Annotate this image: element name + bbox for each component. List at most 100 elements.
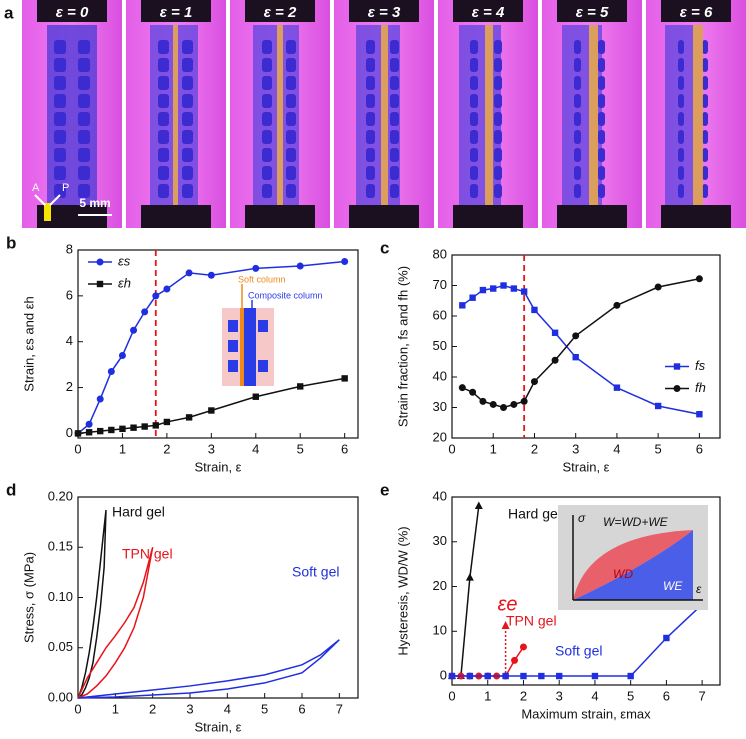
y-tick-label: 0 <box>66 425 73 440</box>
gel-cell <box>574 166 581 180</box>
arrow-label: A <box>32 182 40 194</box>
gel-cell <box>470 166 478 180</box>
point <box>572 332 580 340</box>
arrow-label: P <box>62 182 69 194</box>
chart: d 0.00 0.05 0.10 0.15 0.20 0 1 2 3 4 5 6 7 Strain, ε St… <box>6 480 359 734</box>
plot-frame <box>77 496 359 699</box>
gel-cell <box>366 76 375 90</box>
gel-cell <box>598 184 605 198</box>
inset-we <box>573 530 693 600</box>
x-tick-label: 3 <box>556 688 563 703</box>
gel-cell <box>182 40 193 54</box>
gel-cell <box>262 184 272 198</box>
inset-label: ε <box>696 582 702 596</box>
point <box>108 426 115 434</box>
inset-label: WE <box>663 579 683 593</box>
gel-cell <box>494 40 502 54</box>
gel-cell <box>286 130 296 144</box>
x-tick-label: 4 <box>591 688 598 703</box>
point <box>479 286 487 294</box>
x-tick-label: 1 <box>484 688 491 703</box>
gel-cell <box>390 40 399 54</box>
chart: e 0 10 20 30 40 0 1 2 3 4 5 6 7 Maximum strain, εmax Hy… <box>380 480 721 721</box>
gel-cell <box>574 148 581 162</box>
soft-column <box>381 25 388 205</box>
point <box>163 418 171 426</box>
gel-cell <box>598 148 605 162</box>
panel-label: a <box>4 3 14 22</box>
point <box>663 634 670 642</box>
point <box>519 643 527 651</box>
gel-cell <box>390 130 399 144</box>
plot-frame <box>77 249 359 439</box>
clamp-bottom <box>37 205 107 228</box>
gel-cell <box>470 40 478 54</box>
gel-cell <box>182 130 193 144</box>
x-axis-label: Strain, ε <box>195 459 242 474</box>
y-axis-label: Strain fraction, fs and fh (%) <box>395 266 410 427</box>
y-tick-label: 60 <box>433 307 447 322</box>
gel-cell <box>470 130 478 144</box>
point <box>489 400 497 408</box>
legend-marker <box>673 385 681 392</box>
gel-cell <box>494 94 502 108</box>
x-tick-label: 5 <box>297 441 304 456</box>
point <box>511 656 519 664</box>
clamp-bottom <box>349 205 419 228</box>
point <box>208 407 215 414</box>
gel-cell <box>702 94 708 108</box>
gel-cell <box>54 166 66 180</box>
point <box>107 368 115 376</box>
frame-label: ε = 5 <box>576 4 609 21</box>
series-line <box>77 509 107 699</box>
gel-cell <box>262 76 272 90</box>
chart: b 0 2 4 6 8 0 1 2 3 4 5 6 Strain, ε Strain, εs and εh ε… <box>6 233 359 474</box>
gel-cell <box>158 58 169 72</box>
gel-cell <box>158 184 169 198</box>
gel-cell <box>390 148 399 162</box>
series-line <box>462 278 700 409</box>
y-tick-label: 40 <box>433 488 447 503</box>
gel-cell <box>182 58 193 72</box>
gel-cell <box>78 94 90 108</box>
photo-strip: ε = 0 ε = 1 ε = 2 ε = 3 ε = 4 ε = 5 ε = 6 A P 5 m… <box>22 0 746 228</box>
x-tick-label: 4 <box>224 701 231 716</box>
gel-cell <box>702 76 708 90</box>
point <box>119 425 126 433</box>
x-tick-label: 7 <box>336 701 343 716</box>
clamp-bottom <box>141 205 211 228</box>
x-tick-label: 2 <box>149 701 156 716</box>
gel-cell <box>54 94 66 108</box>
legend-label: fh <box>695 380 706 395</box>
gel-cell <box>158 166 169 180</box>
point <box>530 378 538 386</box>
y-tick-label: 8 <box>66 241 73 256</box>
gel-cell <box>470 58 478 72</box>
gel-cell <box>158 112 169 126</box>
gel-cell <box>702 184 708 198</box>
gel-cell <box>366 112 375 126</box>
gel-cell <box>286 40 296 54</box>
point <box>500 282 507 289</box>
point <box>613 301 621 309</box>
series-label: TPN gel <box>506 613 557 629</box>
gel-cell <box>54 40 66 54</box>
gel-cell <box>366 184 375 198</box>
gel-cell <box>182 166 193 180</box>
point <box>510 400 518 408</box>
point <box>152 292 160 300</box>
point <box>141 308 149 316</box>
point <box>591 672 599 680</box>
gel-cell <box>574 94 581 108</box>
point <box>613 384 621 391</box>
legend-label: εh <box>118 275 131 290</box>
point <box>502 672 509 680</box>
y-tick-label: 6 <box>66 287 73 302</box>
x-tick-label: 2 <box>163 441 170 456</box>
gel-cell <box>366 130 375 144</box>
x-tick-label: 3 <box>186 701 193 716</box>
point <box>458 384 466 392</box>
gel-cell <box>158 94 169 108</box>
gel-cell <box>574 112 581 126</box>
